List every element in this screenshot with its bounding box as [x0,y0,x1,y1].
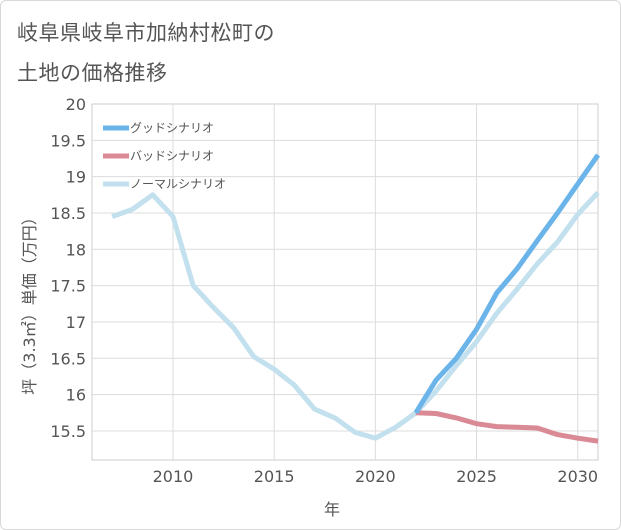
legend-label-1: バッドシナリオ [130,149,214,163]
x-tick-label: 2010 [153,467,194,486]
y-tick-label: 16.5 [50,349,86,368]
legend-label-0: グッドシナリオ [130,121,214,135]
y-tick-label: 18.5 [50,204,86,223]
x-tick-label: 2015 [254,467,295,486]
grid-lines [92,104,598,460]
chart-title-line-1: 岐阜県岐阜市加納村松町の [17,21,275,45]
y-axis-ticks: 15.5 16 16.5 17 17.5 18 18.5 19 19.5 20 [50,95,86,441]
y-axis-label: 坪（3.3㎡）単価（万円） [20,209,39,394]
y-tick-label: 15.5 [50,422,86,441]
series-lines [111,153,601,444]
x-axis-label: 年 [324,500,340,519]
series-line-0 [413,153,601,415]
series-line-2 [111,190,600,441]
legend-label-2: ノーマルシナリオ [130,177,226,191]
y-tick-label: 17.5 [50,277,86,296]
x-tick-label: 2025 [456,467,497,486]
x-tick-label: 2030 [557,467,598,486]
y-tick-label: 17 [66,313,86,332]
x-axis-ticks: 2010 2015 2020 2025 2030 [153,467,599,486]
y-tick-label: 20 [66,95,86,114]
chart-title-line-2: 土地の価格推移 [17,61,168,85]
y-tick-label: 16 [66,386,86,405]
y-tick-label: 18 [66,240,86,259]
x-tick-label: 2020 [355,467,396,486]
y-tick-label: 19.5 [50,131,86,150]
plot-area [91,103,599,461]
y-tick-label: 19 [66,168,86,187]
series-line-1 [415,410,599,444]
